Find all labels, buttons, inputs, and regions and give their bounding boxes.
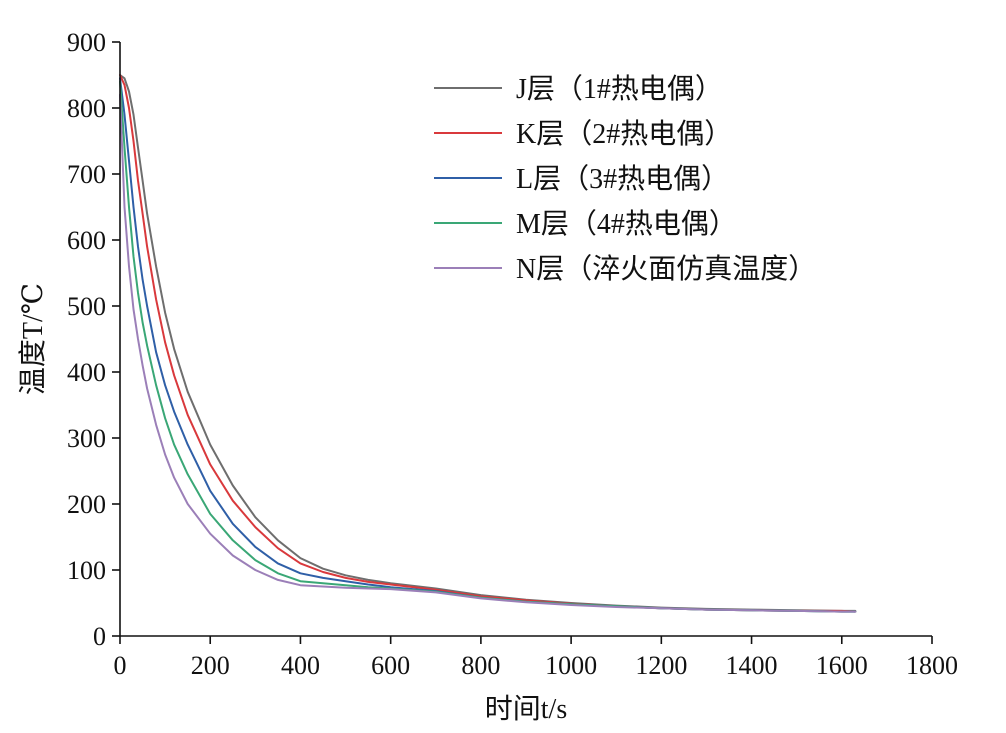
x-tick-label: 800 xyxy=(461,651,500,680)
y-tick-label: 800 xyxy=(67,94,106,123)
axes xyxy=(119,42,932,637)
x-axis-title: 时间t/s xyxy=(485,693,567,725)
series-line-4 xyxy=(119,80,857,613)
y-tick-label: 500 xyxy=(67,292,106,321)
legend-label-2: K层（2#热电偶） xyxy=(516,118,732,150)
x-tick-label: 600 xyxy=(371,651,410,680)
y-tick-label: 100 xyxy=(67,556,106,585)
y-tick-label: 900 xyxy=(67,28,106,57)
y-tick-label: 700 xyxy=(67,160,106,189)
x-tick-label: 400 xyxy=(281,651,320,680)
x-tick-label: 200 xyxy=(191,651,230,680)
x-tick-label: 1400 xyxy=(726,651,778,680)
legend-label-5: N层（淬火面仿真温度） xyxy=(516,253,816,285)
x-tick-label: 1600 xyxy=(816,651,868,680)
legend-label-1: J层（1#热电偶） xyxy=(516,73,723,105)
series-line-2 xyxy=(119,74,857,613)
y-tick-label: 200 xyxy=(67,490,106,519)
legend: J层（1#热电偶） K层（2#热电偶） L层（3#热电偶） M层（4#热电偶） N层（淬… xyxy=(434,73,816,285)
series-line-1 xyxy=(119,74,857,612)
y-tick-label: 0 xyxy=(93,622,106,651)
x-tick-label: 0 xyxy=(114,651,127,680)
series-line-3 xyxy=(119,77,857,613)
y-axis-title: 温度T/℃ xyxy=(17,283,49,395)
y-tick-label: 300 xyxy=(67,424,106,453)
legend-label-3: L层（3#热电偶） xyxy=(516,163,729,195)
series-line-5 xyxy=(119,93,857,613)
ticks: 0 200 400 600 800 1000 1200 1400 1600 1800 0 100 200… xyxy=(67,28,958,680)
legend-label-4: M层（4#热电偶） xyxy=(516,208,737,240)
x-tick-label: 1200 xyxy=(635,651,687,680)
y-tick-label: 400 xyxy=(67,358,106,387)
x-tick-label: 1800 xyxy=(906,651,958,680)
x-tick-label: 1000 xyxy=(545,651,597,680)
series-layer xyxy=(119,74,857,613)
y-tick-label: 600 xyxy=(67,226,106,255)
